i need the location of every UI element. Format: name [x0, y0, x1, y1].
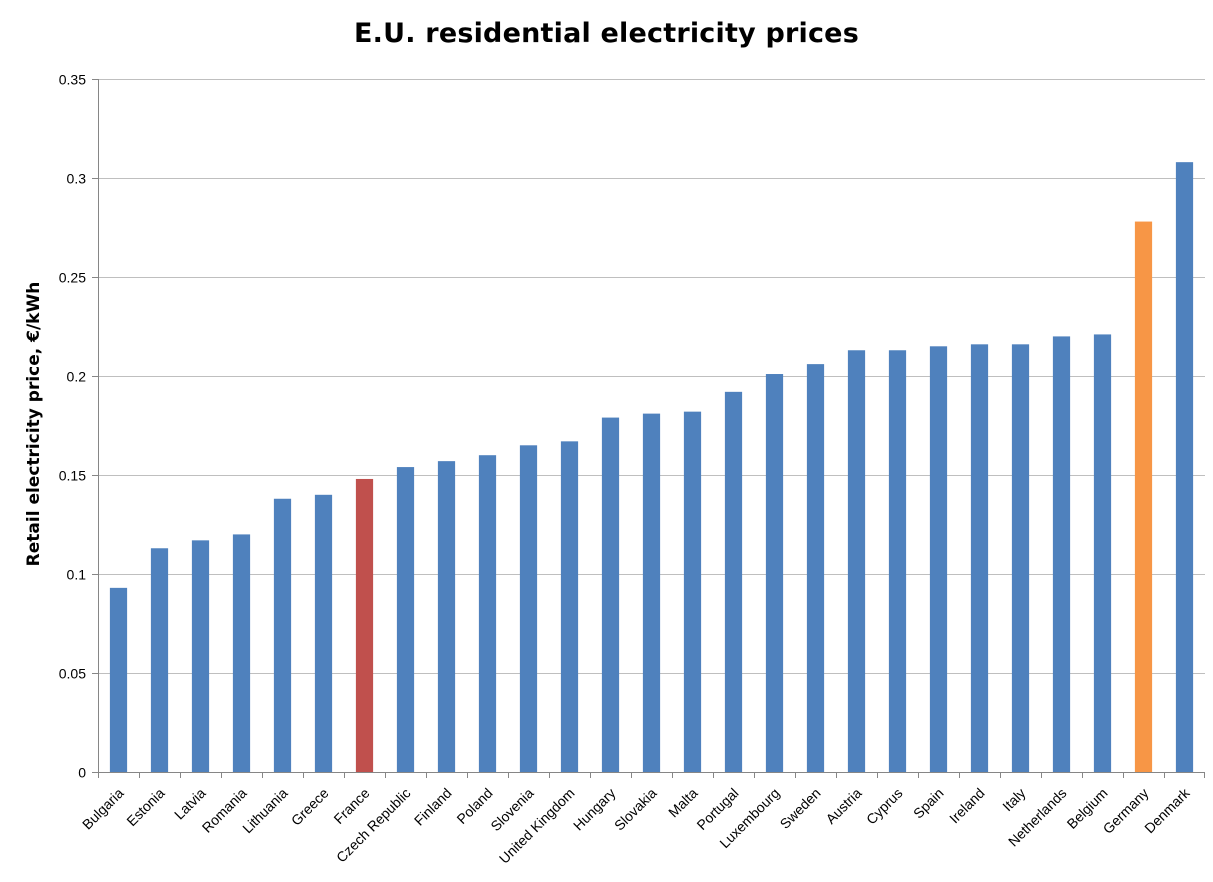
bar-germany — [1134, 221, 1153, 772]
x-tick-label: Austria — [822, 785, 864, 827]
bar-romania — [232, 534, 251, 772]
bar-hungary — [601, 417, 620, 772]
bar-sweden — [806, 364, 825, 772]
bar-denmark — [1175, 162, 1194, 772]
y-tick-label: 0 — [78, 765, 86, 781]
bar-spain — [929, 346, 948, 772]
chart-title: E.U. residential electricity prices — [354, 18, 859, 49]
y-tick-label: 0.25 — [59, 270, 86, 286]
bar-latvia — [191, 540, 210, 772]
bar-portugal — [724, 391, 743, 772]
x-tick-label: Slovakia — [611, 785, 660, 834]
x-tick-label: Italy — [999, 785, 1028, 814]
x-tick-label: Sweden — [777, 785, 824, 832]
x-tick-label: Hungary — [570, 785, 619, 834]
bar-luxembourg — [765, 374, 784, 772]
x-tick-label: Finland — [411, 785, 455, 829]
bar-estonia — [150, 548, 169, 772]
y-tick-labels: 0 0.05 0.1 0.15 0.2 0.25 0.3 0.35 — [59, 72, 86, 781]
axes — [98, 79, 1205, 773]
bar-belgium — [1093, 334, 1112, 772]
y-tick-label: 0.3 — [67, 171, 87, 187]
bar-france — [355, 478, 374, 772]
bar-greece — [314, 494, 333, 772]
bar-lithuania — [273, 498, 292, 772]
y-tick-label: 0.35 — [59, 72, 86, 88]
x-tick-label: Cyprus — [863, 785, 906, 828]
bar-slovakia — [642, 413, 661, 772]
bar-czech-republic — [396, 467, 415, 772]
y-tick-label: 0.1 — [67, 567, 87, 583]
bar-netherlands — [1052, 336, 1071, 772]
bar-malta — [683, 411, 702, 772]
x-tick-label: United Kingdom — [496, 785, 578, 867]
x-tick-label: Czech Republic — [333, 785, 414, 866]
bars — [109, 162, 1194, 772]
x-tick-label: Malta — [665, 785, 701, 821]
bar-ireland — [970, 344, 989, 772]
bar-united-kingdom — [560, 441, 579, 772]
x-tick-label: Denmark — [1141, 784, 1193, 836]
x-tick-label: Ireland — [946, 785, 988, 827]
y-tick-label: 0.2 — [67, 369, 87, 385]
bar-finland — [437, 461, 456, 772]
x-tick-label: Estonia — [123, 785, 167, 829]
x-tick-label: Lithuania — [239, 785, 291, 837]
bar-bulgaria — [109, 587, 128, 772]
x-tick-label: Greece — [288, 785, 332, 829]
y-tick-label: 0.15 — [59, 468, 86, 484]
bar-italy — [1011, 344, 1030, 772]
bar-poland — [478, 455, 497, 772]
x-tick-label: Bulgaria — [79, 785, 127, 833]
x-tick-label: Spain — [910, 785, 947, 822]
bar-austria — [847, 350, 866, 772]
bar-slovenia — [519, 445, 538, 772]
bar-cyprus — [888, 350, 907, 772]
y-tick-label: 0.05 — [59, 666, 86, 682]
x-tick-label: Latvia — [171, 785, 209, 823]
